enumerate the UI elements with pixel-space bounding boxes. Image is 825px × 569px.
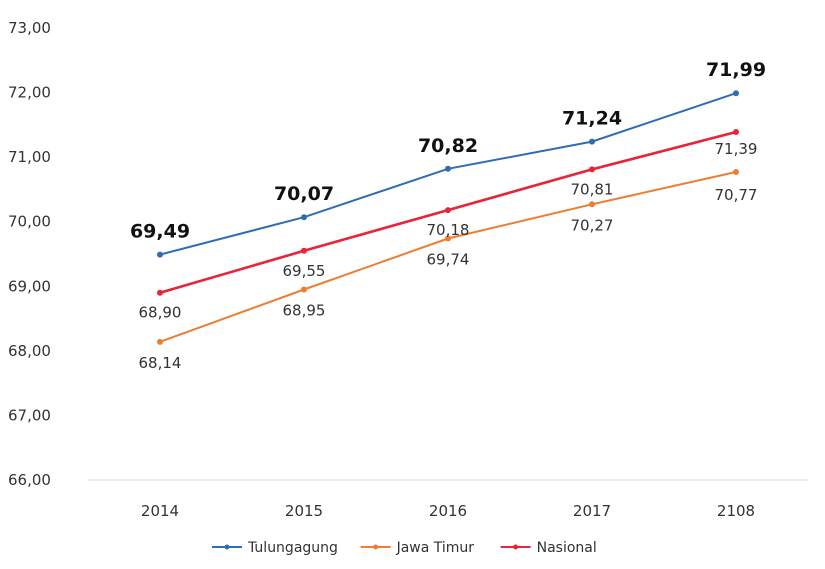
data-label: 70,82: [418, 135, 478, 157]
data-label: 68,14: [139, 354, 182, 372]
y-tick-label: 72,00: [8, 84, 51, 102]
data-label: 71,24: [562, 108, 622, 130]
data-label: 70,27: [571, 216, 614, 234]
data-labels: 69,49 70,07 70,82 71,24 71,99 68,90 69,55 70,18…: [130, 59, 766, 372]
data-label: 69,74: [427, 251, 470, 269]
legend-item: Nasional: [500, 540, 597, 556]
data-label: 70,77: [715, 186, 758, 204]
data-label: 69,49: [130, 221, 190, 243]
y-tick-label: 66,00: [8, 471, 51, 489]
x-tick-label: 2017: [573, 502, 611, 520]
y-tick-label: 68,00: [8, 342, 51, 360]
data-label: 70,81: [571, 180, 614, 198]
y-tick-label: 71,00: [8, 148, 51, 166]
data-point: [445, 235, 451, 242]
legend-marker: [373, 544, 379, 550]
data-point: [445, 165, 451, 172]
data-point: [301, 214, 307, 221]
x-tick-label: 2016: [429, 502, 467, 520]
data-label: 71,99: [706, 59, 766, 81]
data-label: 70,07: [274, 183, 334, 205]
data-label: 71,39: [715, 140, 758, 158]
data-label: 69,55: [283, 262, 326, 280]
data-point: [589, 201, 595, 208]
data-point: [733, 128, 739, 135]
data-point: [157, 251, 163, 258]
legend-marker: [224, 544, 230, 550]
data-point: [733, 90, 739, 97]
y-tick-label: 69,00: [8, 277, 51, 295]
data-label: 70,18: [427, 221, 470, 239]
data-point: [157, 338, 163, 345]
x-tick-label: 2108: [717, 502, 755, 520]
series-layer: [157, 90, 739, 345]
y-tick-label: 67,00: [8, 406, 51, 424]
x-tick-label: 2015: [285, 502, 323, 520]
data-point: [445, 207, 451, 214]
data-point: [301, 247, 307, 254]
legend-item: Jawa Timur: [360, 540, 475, 556]
data-point: [301, 286, 307, 293]
data-label: 68,90: [139, 304, 182, 322]
x-tick-label: 2014: [141, 502, 179, 520]
y-tick-label: 73,00: [8, 19, 51, 37]
data-point: [733, 168, 739, 175]
data-point: [589, 138, 595, 145]
legend: Tulungagung Jawa Timur Nasional: [212, 540, 597, 556]
legend-marker: [513, 544, 519, 550]
data-label: 68,95: [283, 302, 326, 320]
legend-label: Nasional: [537, 540, 597, 556]
data-point: [157, 289, 163, 296]
legend-item: Tulungagung: [212, 540, 338, 556]
y-tick-label: 70,00: [8, 213, 51, 231]
data-point: [589, 166, 595, 173]
y-axis: 66,00 67,00 68,00 69,00 70,00 71,00 72,00 73,00: [8, 19, 51, 489]
x-axis: 2014 2015 2016 2017 2108: [88, 479, 808, 520]
legend-label: Tulungagung: [247, 540, 338, 556]
legend-label: Jawa Timur: [396, 540, 475, 556]
